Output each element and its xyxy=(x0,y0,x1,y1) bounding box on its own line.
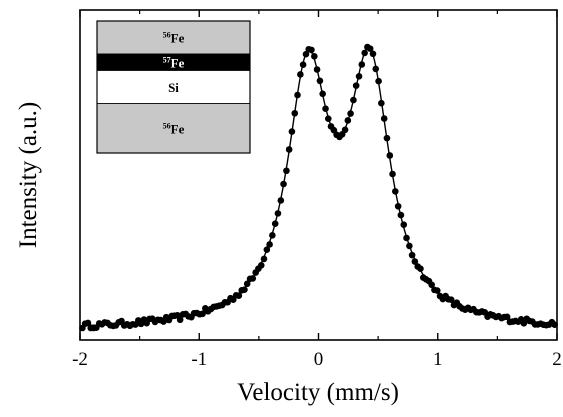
x-axis-title: Velocity (mm/s) xyxy=(237,379,399,406)
data-point xyxy=(235,292,243,300)
data-point xyxy=(308,46,315,54)
data-point xyxy=(350,96,357,104)
data-point xyxy=(433,287,441,294)
data-point xyxy=(271,220,279,227)
data-point xyxy=(277,197,285,204)
data-point xyxy=(294,91,301,99)
data-point xyxy=(266,241,273,248)
x-tick-label: 1 xyxy=(433,349,443,370)
data-point xyxy=(299,61,307,68)
data-point xyxy=(394,202,402,210)
data-point xyxy=(324,115,332,122)
inset-layer-4 xyxy=(96,103,251,154)
inset-layer-label: Si xyxy=(168,80,179,95)
data-point xyxy=(311,53,318,60)
data-point xyxy=(378,99,385,107)
data-point xyxy=(428,281,435,289)
data-point xyxy=(280,180,287,188)
x-axis-ticks: -2 -1 0 1 2 xyxy=(72,10,562,370)
data-point xyxy=(241,286,248,294)
inset-layer-label: 56Fe xyxy=(163,31,185,46)
data-point xyxy=(361,49,368,57)
inset-layer-isotope: 57 xyxy=(163,55,171,64)
data-point xyxy=(386,152,394,159)
inset-layer-1 xyxy=(96,20,251,55)
data-point xyxy=(313,66,321,73)
data-points-group xyxy=(79,43,558,332)
data-point xyxy=(447,296,455,304)
data-point xyxy=(316,77,324,85)
layer-structure-inset: 56Fe 57Fe Si 56Fe xyxy=(96,20,251,154)
data-point xyxy=(411,258,419,265)
data-point xyxy=(274,210,282,217)
data-point xyxy=(389,170,396,178)
inset-layer-3 xyxy=(96,70,251,104)
inset-layer-isotope: 56 xyxy=(163,31,171,40)
data-point xyxy=(344,117,352,124)
data-point xyxy=(341,126,349,134)
data-point xyxy=(375,77,382,85)
data-point xyxy=(260,255,268,263)
data-point xyxy=(383,134,391,142)
inset-frame xyxy=(96,20,251,154)
y-axis-title: Intensity (a.u.) xyxy=(15,102,42,248)
data-point xyxy=(319,90,326,98)
x-tick-label: 0 xyxy=(314,349,324,370)
data-point xyxy=(551,321,558,328)
data-point xyxy=(283,167,290,175)
data-point xyxy=(369,50,377,58)
data-point xyxy=(397,211,405,219)
data-point xyxy=(249,275,257,282)
data-point xyxy=(392,188,399,195)
data-point xyxy=(417,265,424,273)
data-point xyxy=(358,61,366,68)
inset-layer-isotope: 56 xyxy=(163,121,171,130)
x-tick-label: -1 xyxy=(191,349,207,370)
data-point xyxy=(503,313,511,321)
data-point xyxy=(297,71,304,78)
inset-layer-label: 57Fe xyxy=(163,55,185,70)
data-point xyxy=(302,50,310,58)
data-point xyxy=(285,146,293,153)
x-tick-label: 2 xyxy=(552,349,562,370)
data-point xyxy=(366,45,374,52)
data-point xyxy=(355,73,363,80)
data-point xyxy=(269,232,276,239)
data-point xyxy=(403,234,410,242)
x-tick-label: -2 xyxy=(72,349,88,370)
data-point xyxy=(243,280,251,288)
data-point xyxy=(400,221,408,229)
data-point xyxy=(257,261,265,269)
data-point xyxy=(347,110,354,117)
data-point xyxy=(352,82,360,89)
data-point xyxy=(406,242,413,250)
data-point xyxy=(176,316,184,324)
data-point xyxy=(288,128,296,135)
inset-layer-label: 56Fe xyxy=(163,121,185,136)
data-point xyxy=(84,319,92,327)
data-point xyxy=(263,246,271,254)
data-point xyxy=(322,105,329,112)
data-point xyxy=(291,109,299,117)
data-point xyxy=(408,251,416,259)
data-point xyxy=(372,65,380,73)
data-point xyxy=(199,310,206,318)
data-point xyxy=(380,115,388,122)
